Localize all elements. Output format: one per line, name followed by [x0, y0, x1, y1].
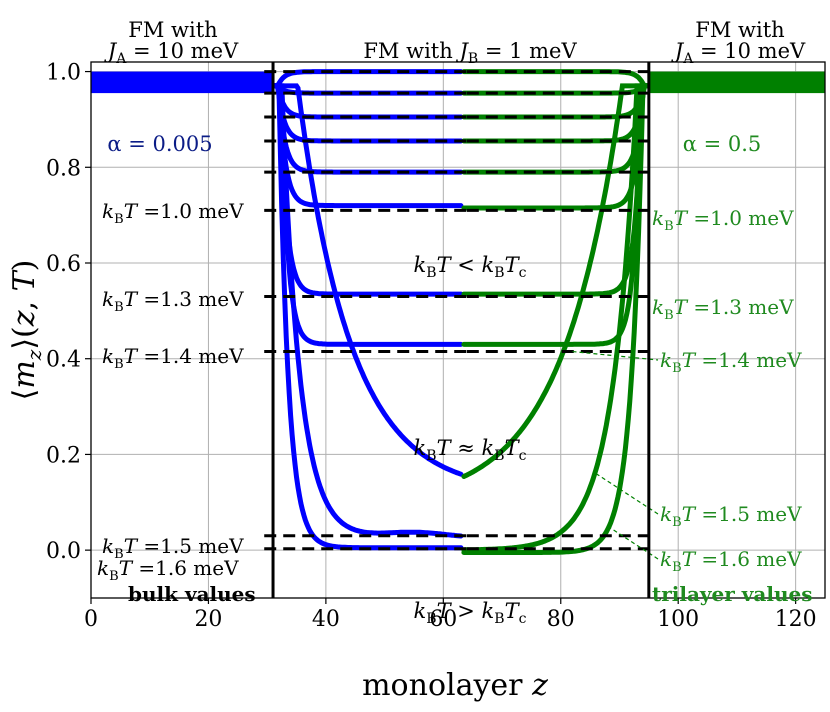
temp-right-1.3: kBT =1.3 meV	[652, 295, 794, 323]
y-tick-label: 0.2	[46, 443, 81, 468]
magnetization-curve-alpha-0005	[270, 83, 464, 539]
temp-right-1.4: kBT =1.4 meV	[660, 348, 802, 376]
regime-above-tc: kBT > kBTc	[414, 599, 527, 627]
x-axis-ticks: 0 20 40 60 80 100 120	[84, 598, 817, 632]
temp-right-1.5: kBT =1.5 meV	[660, 502, 802, 530]
temp-right-1.0: kBT =1.0 meV	[652, 206, 794, 234]
y-tick-label: 0.4	[46, 348, 81, 373]
x-tick-label: 120	[775, 607, 817, 632]
edge-band-right	[648, 71, 825, 94]
magnetization-curves	[270, 69, 652, 555]
temp-left-1.0: kBT =1.0 meV	[102, 199, 244, 227]
header-right-line2: JA = 10 meV	[671, 39, 806, 67]
temperature-leader-line	[572, 350, 659, 361]
alpha-left-label: α = 0.005	[107, 132, 212, 156]
magnetization-curve-alpha-05	[461, 83, 652, 211]
x-tick-label: 40	[312, 607, 340, 632]
y-axis-label: ⟨mz⟩(z, T)	[7, 260, 46, 401]
y-tick-label: 0.8	[46, 156, 81, 181]
magnetization-curve-alpha-05	[461, 83, 652, 555]
magnetization-curve-alpha-0005	[270, 69, 464, 89]
magnetization-curve-alpha-0005	[270, 83, 464, 477]
magnetization-curve-alpha-05	[461, 83, 652, 297]
header-left-line2: JA = 10 meV	[104, 39, 239, 67]
temperature-leader-line	[595, 473, 659, 515]
temp-left-1.3: kBT =1.3 meV	[102, 287, 244, 315]
regime-near-tc: kBT ≈ kBTc	[414, 436, 527, 464]
x-axis-label: monolayer z	[362, 668, 548, 703]
x-tick-label: 100	[657, 607, 699, 632]
temp-left-1.4: kBT =1.4 meV	[102, 344, 244, 372]
y-tick-label: 0.0	[46, 539, 81, 564]
y-tick-label: 0.6	[46, 252, 81, 277]
x-tick-label: 60	[429, 607, 457, 632]
magnetization-curve-alpha-0005	[270, 83, 464, 551]
magnetization-curve-alpha-0005	[270, 83, 464, 297]
y-axis-ticks: 0.0 0.2 0.4 0.6 0.8 1.0	[46, 61, 91, 564]
plot-frame	[90, 61, 826, 599]
temp-left-1.5: kBT =1.5 meV	[102, 534, 244, 562]
edge-bands	[91, 71, 825, 94]
bulk-values-label: bulk values	[128, 582, 256, 606]
header-right-line1: FM with	[695, 18, 784, 42]
reference-lines	[264, 70, 650, 551]
x-tick-label: 0	[84, 607, 98, 632]
magnetization-curve-alpha-05	[461, 83, 652, 479]
header-left-line1: FM with	[128, 18, 217, 42]
alpha-right-label: α = 0.5	[683, 132, 762, 156]
trilayer-values-label: trilayer values	[652, 582, 812, 606]
x-tick-label: 80	[547, 607, 575, 632]
temp-right-1.6: kBT =1.6 meV	[660, 547, 802, 575]
header-center: FM with JB = 1 meV	[363, 39, 577, 67]
magnetization-curve-alpha-0005	[270, 83, 464, 209]
x-tick-label: 20	[194, 607, 222, 632]
temperature-leader-line	[607, 525, 659, 560]
regime-below-tc: kBT < kBTc	[414, 253, 527, 281]
edge-band-left	[91, 71, 274, 94]
y-tick-label: 1.0	[46, 61, 81, 86]
temp-left-1.6: kBT =1.6 meV	[97, 556, 239, 584]
magnetization-curve-alpha-0005	[270, 83, 464, 347]
